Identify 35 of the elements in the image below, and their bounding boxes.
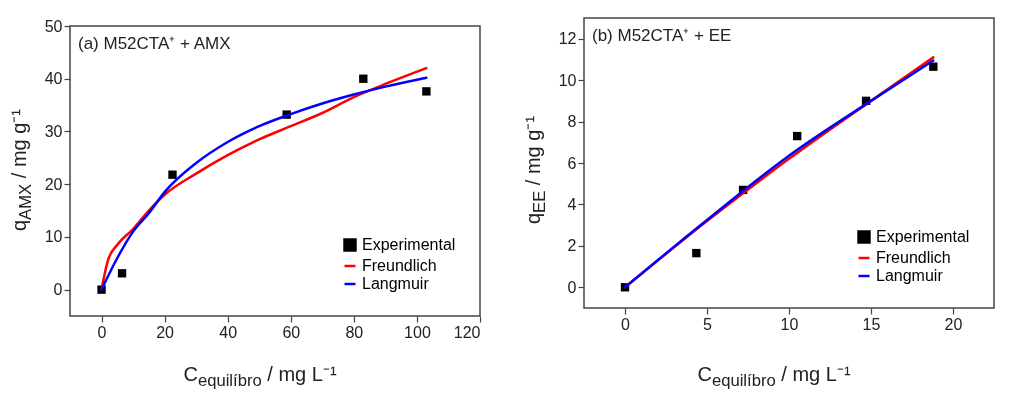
x-tick-label: 5: [703, 315, 713, 333]
x-tick-label: 20: [944, 315, 963, 333]
y-tick-label: 2: [567, 237, 577, 255]
y-tick-label: 6: [567, 154, 577, 172]
x-tick-label: 80: [345, 323, 364, 341]
y-tick-label: 0: [53, 281, 63, 299]
legend-label: Experimental: [876, 228, 970, 245]
y-tick-label: 0: [567, 278, 577, 296]
legend-label: Langmuir: [876, 267, 944, 284]
y-tick-label: 10: [44, 228, 63, 246]
x-tick-label: 0: [621, 315, 631, 333]
x-tick-label: 60: [282, 323, 301, 341]
legend-label: Langmuir: [362, 275, 430, 292]
y-tick-label: 50: [44, 17, 63, 35]
y-tick-label: 12: [558, 30, 577, 48]
y-tick-label: 4: [567, 195, 577, 213]
x-tick-label: 0: [97, 323, 107, 341]
legend-label: Freundlich: [876, 249, 951, 266]
x-tick-label: 120: [453, 323, 481, 341]
x-tick-label: 100: [404, 323, 431, 341]
annotation: (b) M52CTA⁺ + EE: [592, 26, 732, 45]
y-tick-label: 20: [44, 175, 63, 193]
x-tick-label: 10: [780, 315, 799, 333]
annotation: (a) M52CTA⁺ + AMX: [78, 34, 231, 53]
x-axis-title: C$_{equilíbro}$ / mg L⁻¹: [182, 362, 338, 391]
legend-label: Experimental: [362, 236, 456, 253]
x-tick-label: 20: [156, 323, 175, 341]
y-tick-label: 8: [567, 113, 577, 131]
x-tick-label: 40: [219, 323, 238, 341]
y-tick-label: 40: [44, 70, 63, 88]
x-axis-title: C$_{equilíbro}$ / mg L⁻¹: [696, 362, 852, 391]
x-tick-label: 15: [862, 315, 881, 333]
y-tick-label: 10: [558, 71, 577, 89]
legend-label: Freundlich: [362, 257, 437, 274]
y-tick-label: 30: [44, 122, 63, 140]
